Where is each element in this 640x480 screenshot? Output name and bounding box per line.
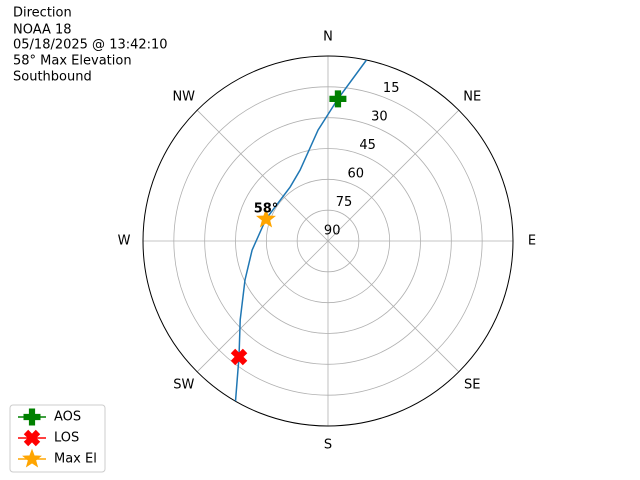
header-line: Direction (13, 6, 72, 21)
header: Direction NOAA 18 05/18/2025 @ 13:42:10 … (13, 6, 168, 85)
data-label: 58° (254, 202, 279, 217)
header-line: NOAA 18 (13, 23, 72, 38)
legend-label: LOS (54, 431, 79, 446)
marker (256, 208, 276, 228)
legend-marker (23, 429, 41, 447)
theta-tick-label: N (323, 30, 333, 45)
header-line: Southbound (13, 70, 92, 85)
legend-marker (22, 448, 42, 468)
r-tick-label: 15 (383, 81, 400, 96)
marker (329, 90, 347, 108)
header-line: 05/18/2025 @ 13:42:10 (13, 38, 168, 53)
grid-spoke (327, 240, 460, 373)
grid-spoke (196, 240, 329, 373)
r-tick-label: 90 (324, 223, 341, 238)
theta-tick-label: E (528, 234, 536, 249)
r-tick-label: 60 (348, 166, 365, 181)
track-line (234, 59, 368, 402)
r-tick-label: 75 (336, 195, 353, 210)
theta-tick-label: SW (173, 378, 194, 393)
grid-spoke (196, 109, 329, 242)
legend-label: AOS (54, 410, 81, 425)
r-tick-label: 30 (371, 109, 388, 124)
theta-tick-label: NW (172, 89, 195, 104)
theta-tick-label: W (118, 234, 131, 249)
header-line: 58° Max Elevation (13, 54, 132, 69)
theta-tick-label: NE (463, 89, 481, 104)
legend-label: Max El (54, 452, 97, 467)
plot-border (142, 55, 514, 427)
marker (230, 348, 248, 366)
legend-marker (23, 408, 41, 426)
theta-tick-label: SE (464, 378, 480, 393)
theta-tick-label: S (324, 438, 332, 453)
grid-spoke (327, 109, 460, 242)
r-tick-label: 45 (359, 138, 376, 153)
